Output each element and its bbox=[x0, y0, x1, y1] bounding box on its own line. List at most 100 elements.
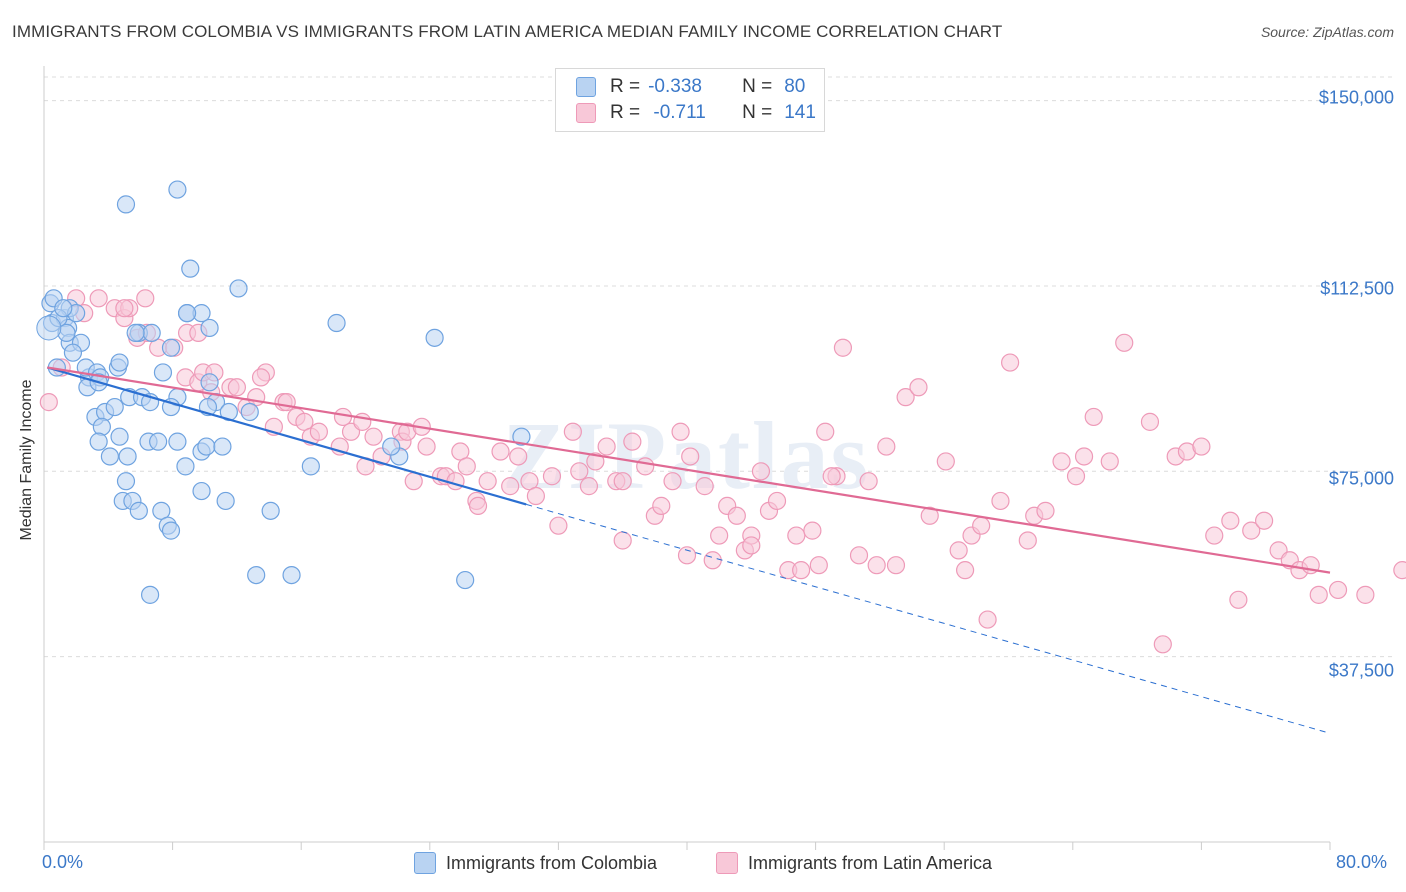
colombia-point bbox=[456, 570, 475, 590]
pink-swatch-icon bbox=[576, 103, 596, 123]
colombia-point bbox=[116, 472, 136, 491]
y-tick-label: $112,500 bbox=[1320, 278, 1394, 299]
colombia-point bbox=[110, 353, 129, 372]
colombia-point bbox=[213, 437, 232, 456]
latin-america-point bbox=[703, 551, 722, 570]
latin-america-point bbox=[1242, 521, 1261, 540]
latin-america-point bbox=[695, 477, 714, 496]
latin-america-point bbox=[1153, 635, 1172, 654]
latin-america-point bbox=[1309, 585, 1328, 604]
colombia-point bbox=[110, 427, 129, 446]
latin-america-point bbox=[1140, 412, 1160, 431]
latin-america-point bbox=[446, 472, 465, 491]
blue-swatch-icon bbox=[414, 852, 436, 874]
colombia-point bbox=[168, 432, 187, 451]
latin-america-point bbox=[822, 467, 841, 486]
latin-america-point bbox=[677, 546, 697, 565]
latin-america-point bbox=[597, 437, 616, 456]
latin-america-point bbox=[809, 556, 828, 575]
colombia-point bbox=[261, 501, 280, 520]
latin-america-point bbox=[478, 472, 497, 491]
n-value: 80 bbox=[784, 76, 806, 97]
axes bbox=[43, 66, 1331, 850]
colombia-point bbox=[200, 373, 219, 392]
latin-america-point bbox=[251, 368, 271, 387]
latin-america-point bbox=[833, 338, 853, 357]
colombia-point bbox=[126, 323, 145, 343]
r-label: R = bbox=[610, 102, 641, 123]
latin-america-point bbox=[803, 521, 822, 540]
latin-america-point bbox=[417, 437, 436, 456]
latin-america-point bbox=[1115, 333, 1134, 352]
latin-america-point bbox=[991, 491, 1010, 511]
colombia-point bbox=[129, 501, 148, 520]
latin-america-point bbox=[978, 610, 997, 629]
latin-america-point bbox=[509, 447, 528, 466]
latin-america-point bbox=[972, 516, 991, 535]
latin-america-point bbox=[1018, 531, 1037, 550]
x-tick-label-max: 80.0% bbox=[1336, 852, 1388, 872]
latin-america-point bbox=[859, 472, 878, 491]
colombia-trend-extension bbox=[526, 503, 1331, 734]
pink-swatch-icon bbox=[716, 852, 738, 874]
colombia-point bbox=[176, 457, 195, 476]
latin-america-point bbox=[542, 467, 562, 486]
colombia-point bbox=[229, 279, 248, 298]
colombia-point bbox=[140, 585, 160, 604]
latin-america-point bbox=[457, 457, 476, 476]
latin-america-point bbox=[742, 536, 761, 555]
latin-america-point bbox=[1221, 511, 1240, 530]
colombia-point bbox=[168, 180, 187, 199]
chart-title: IMMIGRANTS FROM COLOMBIA VS IMMIGRANTS F… bbox=[12, 22, 1003, 41]
latin-america-point bbox=[333, 407, 353, 427]
latin-america-point bbox=[955, 561, 975, 580]
latin-america-point bbox=[949, 541, 968, 560]
latin-america-point bbox=[613, 531, 632, 550]
latin-america-point bbox=[867, 556, 886, 575]
latin-america-point bbox=[613, 472, 632, 491]
colombia-point bbox=[142, 323, 161, 343]
bottom-legend-latin-america: Immigrants from Latin America bbox=[716, 852, 992, 874]
colombia-point bbox=[63, 343, 83, 362]
colombia-point bbox=[200, 318, 219, 338]
latin-america-point bbox=[909, 378, 928, 397]
y-tick-label: $150,000 bbox=[1318, 87, 1394, 108]
colombia-trend-line bbox=[46, 366, 527, 506]
colombia-point bbox=[89, 432, 108, 451]
latin-america-point bbox=[1100, 452, 1119, 471]
latin-america-point bbox=[681, 447, 700, 466]
latin-america-point bbox=[1356, 585, 1375, 604]
latin-america-point bbox=[849, 546, 869, 565]
latin-america-point bbox=[652, 496, 671, 515]
latin-america-point bbox=[751, 462, 771, 481]
colombia-point bbox=[153, 363, 173, 382]
latin-america-point bbox=[227, 378, 246, 397]
bottom-legend-colombia: Immigrants from Colombia bbox=[414, 852, 657, 874]
colombia-point bbox=[197, 437, 216, 456]
latin-america-point bbox=[115, 299, 134, 318]
n-label: N = bbox=[742, 76, 773, 97]
latin-america-point bbox=[309, 422, 328, 441]
latin-america-point bbox=[1254, 511, 1274, 530]
colombia-point bbox=[105, 397, 124, 417]
latin-america-point bbox=[792, 561, 811, 580]
stats-legend: R = -0.338 N = 80 R = -0.711 N = 141 bbox=[555, 68, 825, 132]
latin-america-point bbox=[727, 506, 746, 525]
source-label: Source: ZipAtlas.com bbox=[1260, 24, 1394, 40]
colombia-point bbox=[36, 315, 62, 341]
colombia-point bbox=[512, 427, 531, 446]
latin-america-point bbox=[1205, 526, 1224, 545]
latin-america-point bbox=[671, 422, 690, 441]
r-value: -0.338 bbox=[648, 76, 702, 97]
latin-america-points bbox=[39, 289, 1406, 654]
legend-row-colombia: R = -0.338 N = 80 bbox=[576, 75, 805, 99]
latin-america-point bbox=[920, 506, 939, 525]
colombia-point bbox=[161, 521, 181, 540]
legend-label: Immigrants from Colombia bbox=[446, 852, 658, 873]
latin-america-point bbox=[468, 496, 488, 515]
colombia-point bbox=[149, 432, 168, 451]
colombia-point bbox=[327, 313, 346, 333]
colombia-point bbox=[177, 304, 197, 323]
y-tick-label: $75,000 bbox=[1328, 468, 1394, 489]
colombia-point bbox=[425, 328, 444, 347]
